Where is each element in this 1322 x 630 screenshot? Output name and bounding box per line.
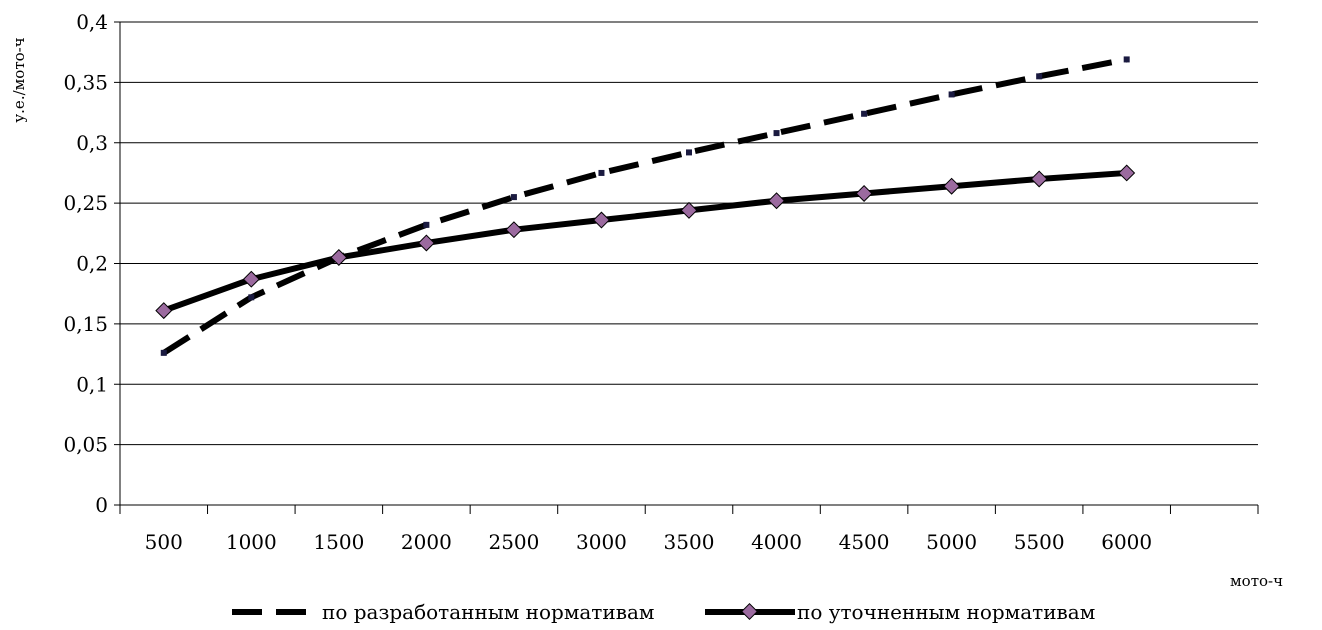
series-line-1 <box>162 56 1128 356</box>
series-lines <box>162 56 1128 356</box>
y-axis-title: у.е./мото-ч <box>10 37 28 122</box>
data-point-square <box>1123 56 1130 63</box>
data-point-square <box>686 149 692 156</box>
series-line-2 <box>162 169 1127 314</box>
data-point-square <box>773 130 780 137</box>
legend-label-series-1: по разработанным нормативам <box>322 600 654 624</box>
y-tick-label: 0,05 <box>63 433 108 457</box>
x-tick-label: 1500 <box>313 530 364 554</box>
data-point-diamond <box>242 270 260 288</box>
x-tick-label: 3000 <box>576 530 627 554</box>
series-markers <box>155 56 1136 356</box>
y-tick-label: 0,4 <box>76 10 108 34</box>
data-point-square <box>423 221 430 228</box>
legend-label-series-2: по уточненным нормативам <box>797 600 1095 624</box>
y-tick-label: 0,1 <box>76 372 108 396</box>
gridlines <box>120 21 1258 506</box>
y-tick-label: 0,3 <box>76 131 108 155</box>
y-tick-label: 0 <box>95 493 108 517</box>
legend[interactable]: по разработанным нормативам по уточненны… <box>232 600 1095 624</box>
data-point-diamond <box>1030 170 1048 188</box>
x-tick-label: 3500 <box>664 530 715 554</box>
data-point-diamond <box>943 177 961 195</box>
legend-swatch-diamond-marker <box>741 603 758 620</box>
x-axis-title: мото-ч <box>1230 572 1283 590</box>
data-point-square <box>598 169 605 176</box>
x-tick-label: 6000 <box>1101 530 1152 554</box>
axes <box>114 21 1259 514</box>
x-tick-label: 4000 <box>751 530 802 554</box>
data-point-diamond <box>505 221 523 239</box>
data-point-square <box>1036 73 1043 80</box>
data-point-diamond <box>592 211 610 229</box>
x-tick-label: 500 <box>145 530 183 554</box>
y-tick-label: 0,2 <box>76 252 108 276</box>
y-tick-label: 0,35 <box>63 70 108 94</box>
data-point-diamond <box>155 302 173 320</box>
x-tick-label: 5000 <box>926 530 977 554</box>
data-point-diamond <box>680 201 698 219</box>
x-tick-label: 2000 <box>401 530 452 554</box>
y-tick-labels: 0 0,05 0,1 0,15 0,2 0,25 0,3 0,35 0,4 <box>63 10 108 517</box>
y-tick-label: 0,15 <box>63 312 108 336</box>
x-tick-label: 1000 <box>226 530 277 554</box>
data-point-square <box>160 349 167 356</box>
data-point-diamond <box>417 234 435 252</box>
data-point-square <box>861 110 868 117</box>
data-point-diamond <box>330 248 348 266</box>
y-tick-label: 0,25 <box>63 191 108 215</box>
x-tick-labels: 500 1000 1500 2000 2500 3000 3500 4000 4500 5000 5… <box>145 530 1152 554</box>
x-tick-label: 2500 <box>488 530 539 554</box>
data-point-diamond <box>855 184 873 202</box>
data-point-square <box>510 194 517 201</box>
data-point-square <box>248 294 255 301</box>
data-point-square <box>948 91 955 98</box>
data-point-diamond <box>1118 164 1136 182</box>
x-tick-label: 5500 <box>1014 530 1065 554</box>
x-tick-label: 4500 <box>839 530 890 554</box>
data-point-diamond <box>768 192 786 210</box>
